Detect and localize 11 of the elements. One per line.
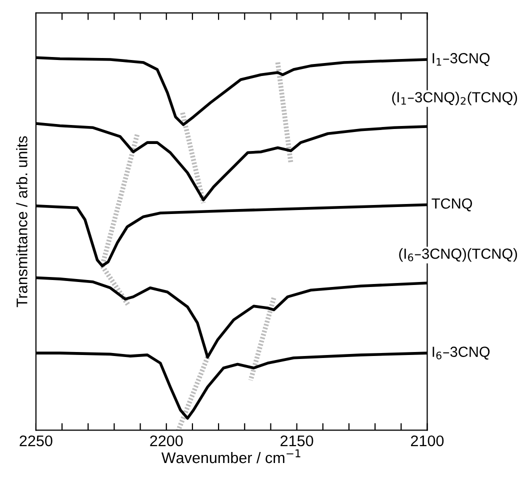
x-axis-title: Wavenumber / cm$^{−1}$ xyxy=(161,449,300,464)
y-axis-title: Transmittance / arb. units xyxy=(16,136,28,308)
x-tick-label: 2150 xyxy=(280,435,314,446)
series-label: TCNQ xyxy=(432,198,472,212)
series-label: I$_{6}$–3CNQ xyxy=(432,346,490,360)
x-tick-label: 2200 xyxy=(150,435,183,446)
series-label: (I$_{6}$–3CNQ)(TCNQ) xyxy=(399,248,517,262)
x-tick-label: 2100 xyxy=(410,435,444,446)
series-label: (I$_{1}$–3CNQ)$_{2}$(TCNQ) xyxy=(392,92,518,106)
x-tick-label: 2250 xyxy=(20,435,52,446)
series-label: I$_{1}$–3CNQ xyxy=(432,53,490,66)
